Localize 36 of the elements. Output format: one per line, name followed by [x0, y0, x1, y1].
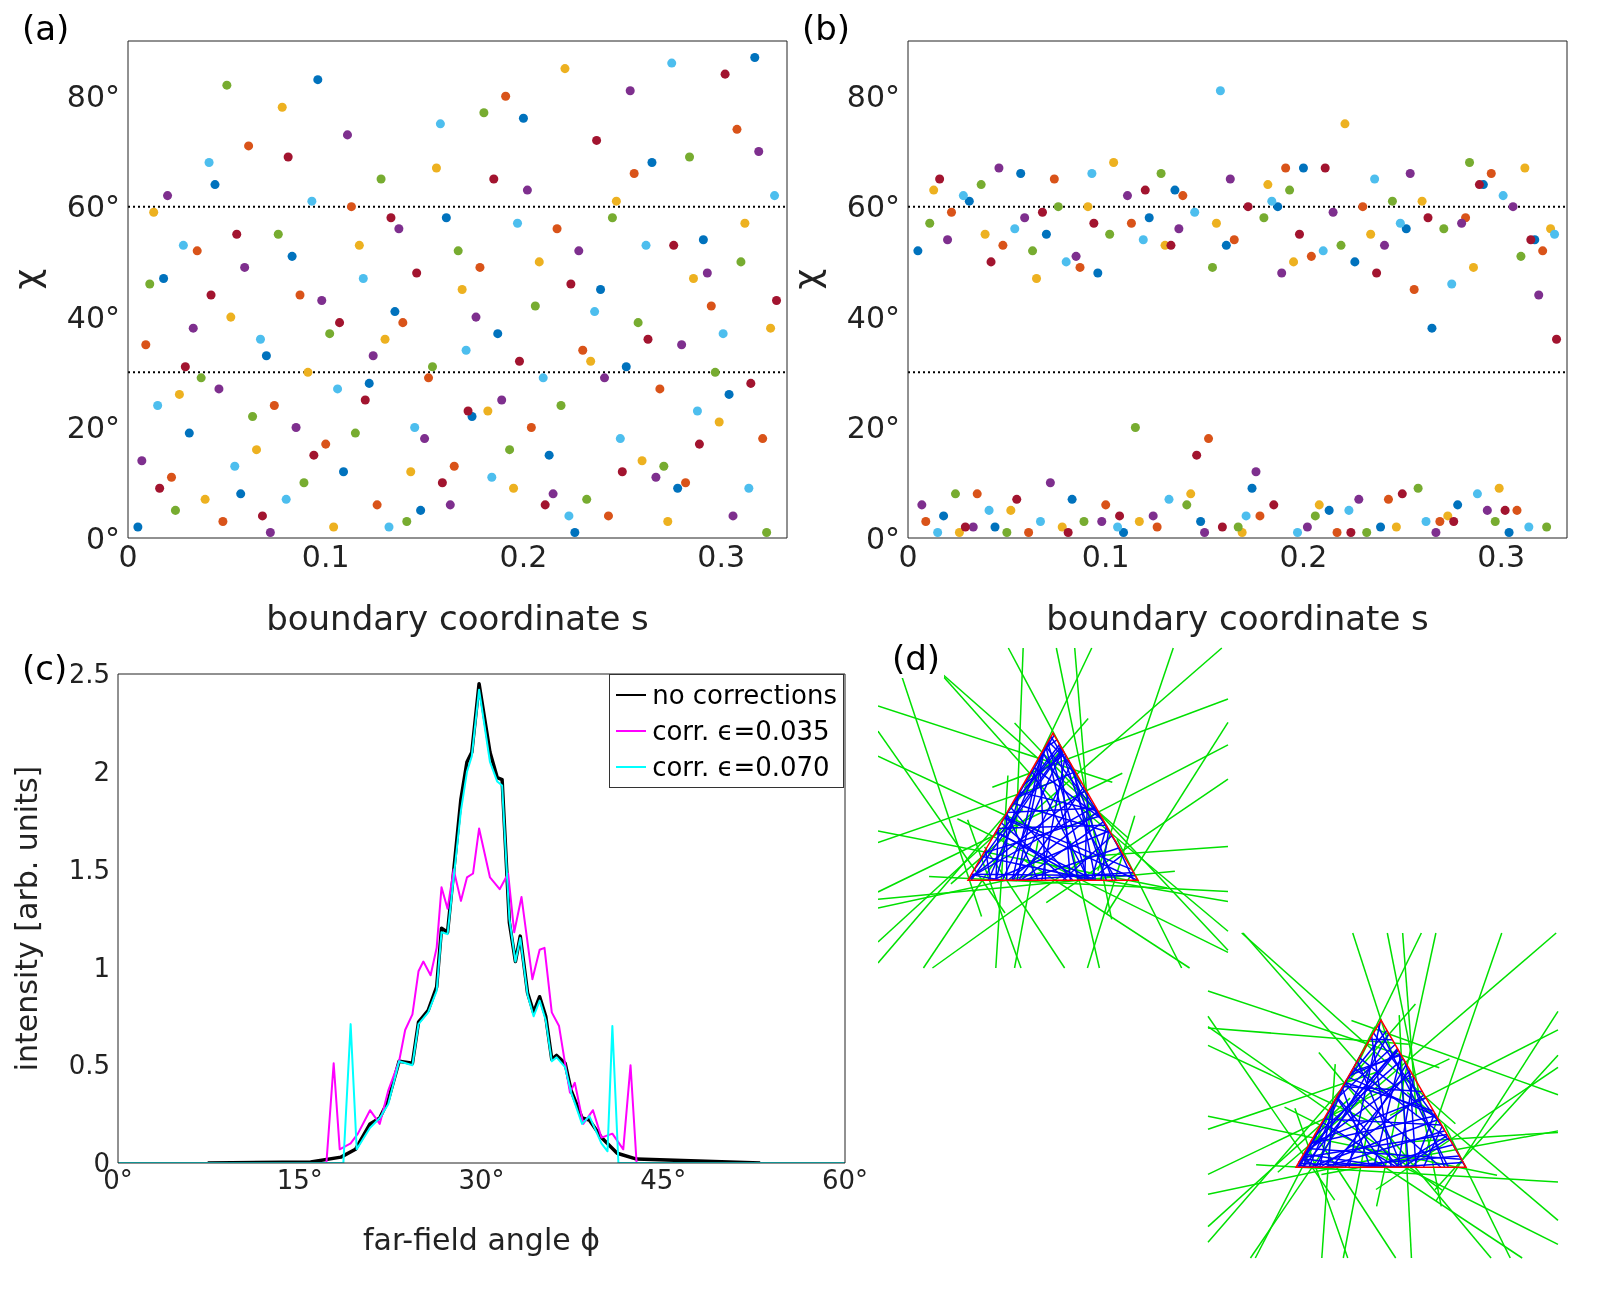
x-tick-label: 0.3 — [1477, 539, 1526, 575]
x-tick-label: 0.3 — [697, 539, 746, 575]
y-tick-label: 2 — [93, 757, 110, 788]
x-tick-label: 15° — [276, 1165, 323, 1196]
y-tick-label: 1.5 — [68, 854, 110, 885]
y-tick-label: 20° — [66, 410, 120, 446]
x-axis-title: far-field angle ϕ — [362, 1222, 601, 1257]
x-tick-label: 0.2 — [499, 539, 548, 575]
y-tick-label: 20° — [846, 410, 900, 446]
y-tick-label: 60° — [66, 189, 120, 225]
text: (c) — [22, 648, 68, 688]
x-tick-label: 0.2 — [1279, 539, 1328, 575]
legend-label: corr. ϵ=0.070 — [652, 751, 830, 784]
x-tick-label: 45° — [640, 1165, 687, 1196]
y-tick-label: 40° — [846, 299, 900, 335]
x-tick-label: 30° — [458, 1165, 505, 1196]
x-axis-title: boundary coordinate s — [1046, 598, 1429, 638]
y-axis-title: χ — [785, 268, 827, 290]
x-axis-title: boundary coordinate s — [266, 598, 649, 638]
y-tick-label: 2.5 — [68, 659, 110, 690]
text: (a) — [18, 8, 74, 48]
y-axis-title: χ — [5, 268, 47, 290]
legend-label: no corrections — [652, 679, 837, 712]
text: (b) — [798, 8, 855, 48]
x-tick-label: 0.1 — [1081, 539, 1130, 575]
legend-label: corr. ϵ=0.035 — [652, 715, 830, 748]
y-tick-label: 0.5 — [68, 1050, 110, 1081]
y-axis-title: intensity [arb. units] — [8, 765, 44, 1072]
y-tick-label: 80° — [66, 78, 120, 114]
text: (d) — [888, 638, 945, 678]
y-tick-label: 40° — [66, 299, 120, 335]
y-tick-label: 60° — [846, 189, 900, 225]
x-tick-label: 0.1 — [301, 539, 350, 575]
y-tick-label: 1 — [93, 952, 110, 983]
y-tick-label: 80° — [846, 78, 900, 114]
x-tick-label: 60° — [821, 1165, 869, 1196]
